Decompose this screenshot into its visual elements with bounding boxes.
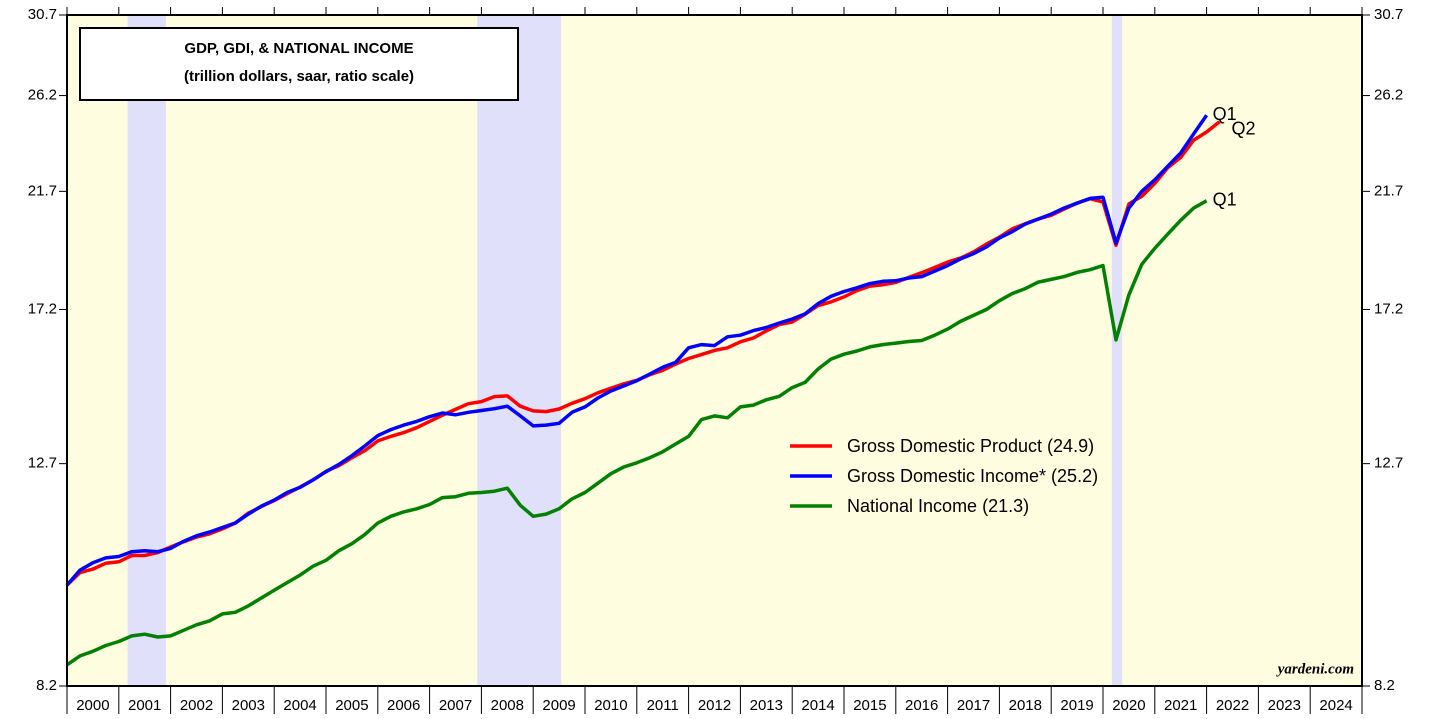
y2-tick-label: 30.7 [1374, 6, 1403, 23]
y-tick-label: 8.2 [36, 677, 57, 694]
y2-tick-label: 8.2 [1374, 677, 1395, 694]
x-tick-label: 2005 [335, 697, 368, 714]
recession-shade [477, 15, 562, 686]
x-tick-label: 2012 [698, 697, 731, 714]
x-tick-label: 2001 [128, 697, 161, 714]
watermark: yardeni.com [1276, 661, 1354, 677]
x-tick-label: 2007 [439, 697, 472, 714]
x-tick-label: 2002 [180, 697, 213, 714]
x-tick-label: 2014 [801, 697, 834, 714]
legend-label: Gross Domestic Product (24.9) [847, 436, 1094, 456]
series-line [66, 199, 1208, 667]
y2-tick-label: 21.7 [1374, 182, 1403, 199]
x-tick-label: 2004 [283, 697, 316, 714]
series-line [65, 114, 1209, 587]
y-tick-label: 21.7 [28, 182, 57, 199]
x-tick-label: 2017 [957, 697, 990, 714]
x-tick-label: 2003 [232, 697, 265, 714]
x-tick-label: 2010 [594, 697, 627, 714]
y-tick-label: 26.2 [28, 87, 57, 104]
x-tick-label: 2021 [1164, 697, 1197, 714]
end-label: Q1 [1213, 190, 1237, 210]
x-tick-label: 2023 [1268, 697, 1301, 714]
y-tick-label: 30.7 [28, 6, 57, 23]
x-tick-label: 2013 [750, 697, 783, 714]
x-tick-label: 2022 [1216, 697, 1249, 714]
x-tick-label: 2008 [491, 697, 524, 714]
x-tick-label: 2006 [387, 697, 420, 714]
legend-label: Gross Domestic Income* (25.2) [847, 466, 1098, 486]
x-tick-label: 2018 [1009, 697, 1042, 714]
x-tick-label: 2019 [1060, 697, 1093, 714]
y2-tick-label: 17.2 [1374, 300, 1403, 317]
x-tick-label: 2024 [1319, 697, 1352, 714]
y2-tick-label: 12.7 [1374, 455, 1403, 472]
y-tick-label: 12.7 [28, 455, 57, 472]
x-tick-label: 2011 [647, 697, 679, 714]
chart-title: (trillion dollars, saar, ratio scale) [184, 68, 414, 85]
end-label: Q2 [1232, 119, 1256, 139]
title-box [79, 27, 519, 101]
y-tick-label: 17.2 [28, 300, 57, 317]
x-tick-label: 2015 [853, 697, 886, 714]
recession-shade [1111, 15, 1123, 686]
x-tick-label: 2016 [905, 697, 938, 714]
end-label: Q1 [1213, 104, 1237, 124]
plot-frame [66, 14, 1363, 687]
chart-title: GDP, GDI, & NATIONAL INCOME [184, 40, 413, 57]
x-tick-label: 2009 [542, 697, 575, 714]
legend-label: National Income (21.3) [847, 496, 1029, 516]
x-tick-label: 2000 [76, 697, 109, 714]
x-tick-label: 2020 [1112, 697, 1145, 714]
y2-tick-label: 26.2 [1374, 87, 1403, 104]
recession-shade [127, 15, 166, 686]
